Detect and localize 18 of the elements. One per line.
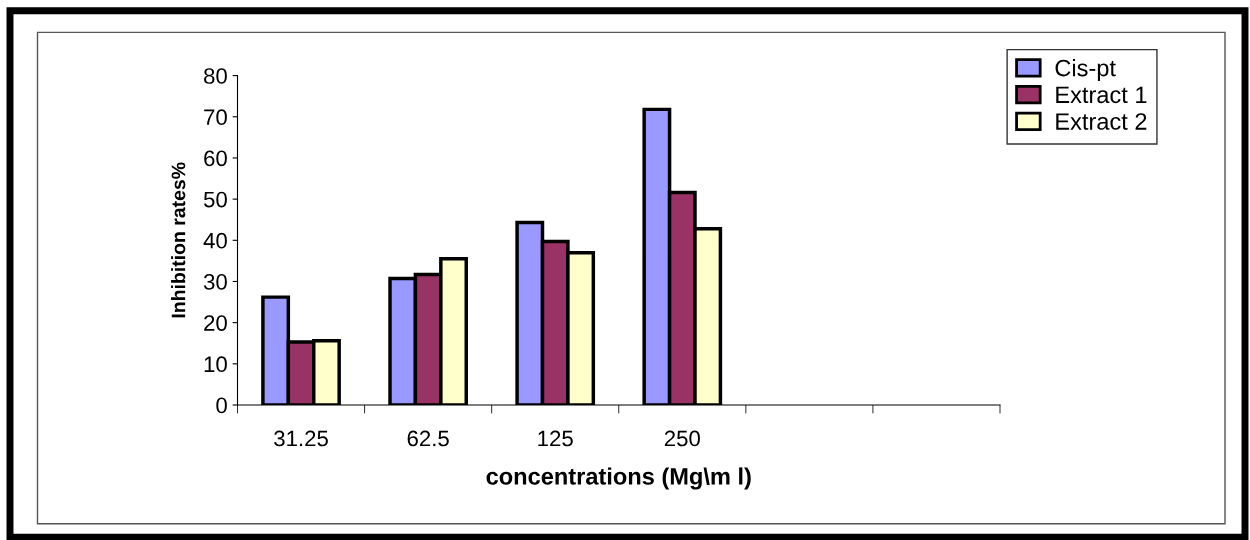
x-tick-label: 31.25 (274, 430, 328, 447)
y-axis-title: Inhibition rates% (171, 162, 186, 318)
y-tick-label: 70 (204, 109, 227, 126)
x-tick-label: 62.5 (407, 430, 449, 447)
x-tick-label: 250 (664, 430, 700, 447)
legend-label: Cis-pt (1055, 59, 1116, 82)
y-tick-label: 20 (204, 315, 227, 331)
x-axis-title: concentrations (Mg\m l) (486, 467, 751, 490)
y-tick-label: 60 (204, 150, 227, 167)
legend-label: Extract 1 (1056, 86, 1147, 104)
y-tick-label: 30 (203, 274, 227, 290)
y-tick-label: 50 (203, 191, 227, 208)
x-tick-label: 125 (538, 430, 573, 447)
y-tick-label: 0 (216, 397, 227, 414)
y-tick-label: 80 (204, 68, 227, 84)
y-tick-label: 40 (203, 232, 227, 249)
y-tick-label: 10 (204, 356, 227, 373)
legend-label: Extract 2 (1056, 113, 1147, 130)
